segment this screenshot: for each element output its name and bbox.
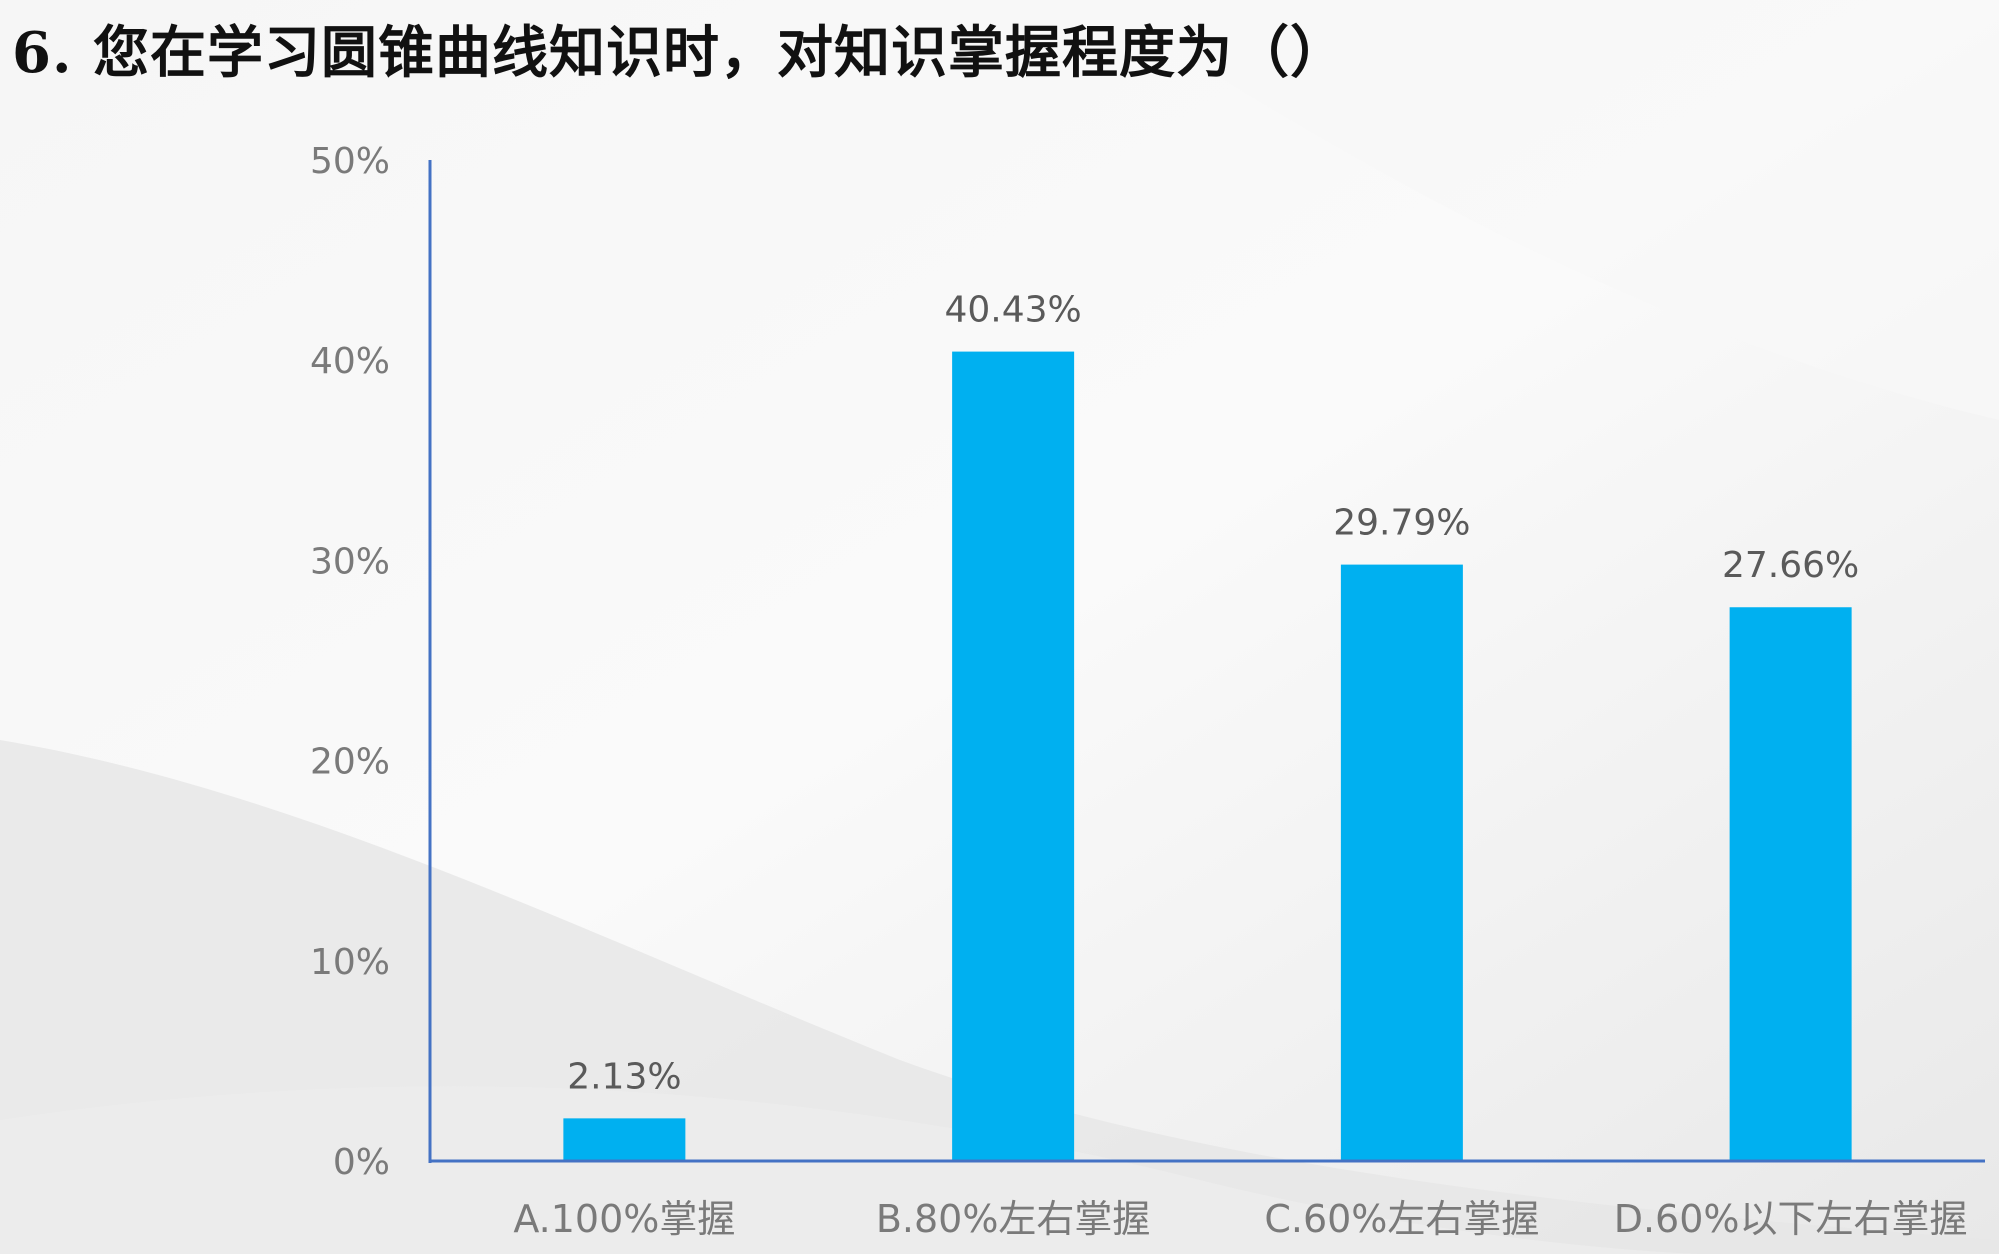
- bar: [563, 1118, 686, 1161]
- x-category-label: B.80%左右掌握: [876, 1197, 1151, 1241]
- bar-value-label: 40.43%: [944, 290, 1081, 331]
- bar: [1729, 607, 1852, 1161]
- x-category-label: D.60%以下左右掌握: [1614, 1197, 1968, 1241]
- bar-value-label: 29.79%: [1333, 503, 1470, 544]
- y-tick-label: 10%: [310, 942, 390, 983]
- x-category-label: C.60%左右掌握: [1264, 1197, 1539, 1241]
- page-title: 6. 您在学习圆锥曲线知识时，对知识掌握程度为（）: [12, 20, 1347, 86]
- y-tick-label: 40%: [310, 341, 390, 382]
- y-tick-label: 20%: [310, 742, 390, 783]
- x-category-label: A.100%掌握: [513, 1197, 735, 1241]
- bar: [1340, 564, 1463, 1161]
- bar: [952, 351, 1075, 1161]
- bar-value-label: 2.13%: [567, 1056, 681, 1097]
- y-tick-label: 0%: [333, 1142, 390, 1183]
- y-tick-label: 30%: [310, 541, 390, 582]
- y-tick-label: 50%: [310, 141, 390, 182]
- bar-value-label: 27.66%: [1722, 545, 1859, 586]
